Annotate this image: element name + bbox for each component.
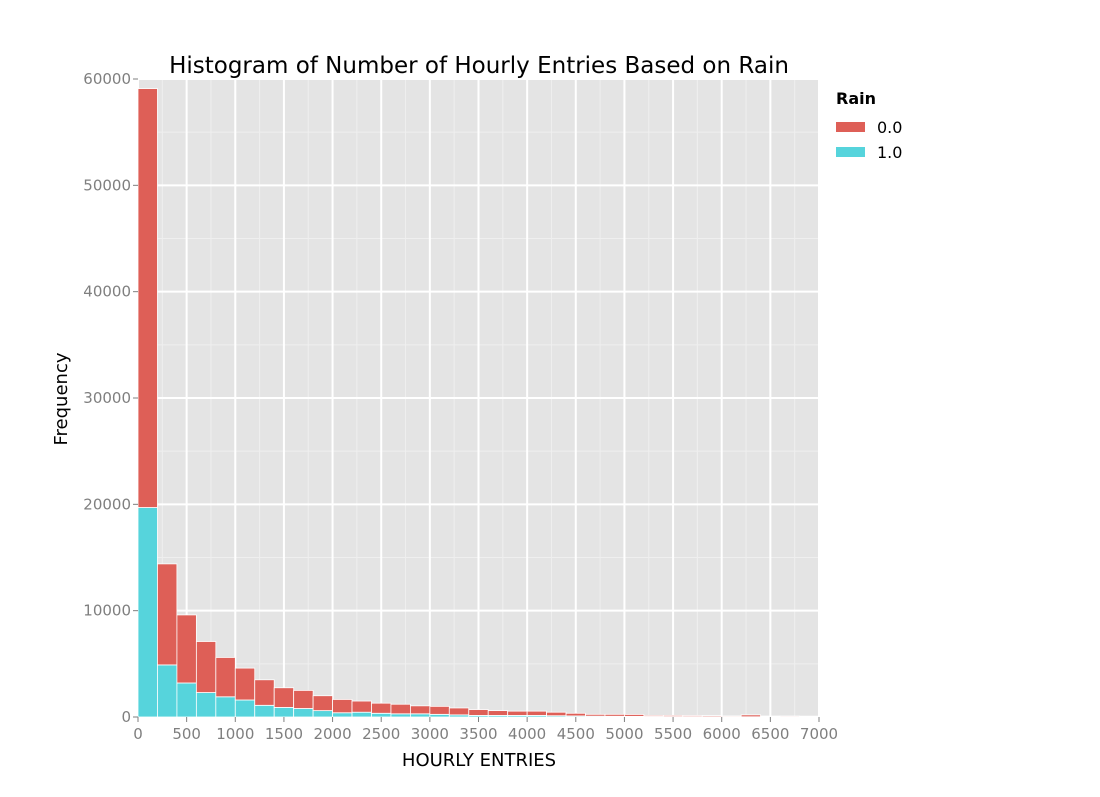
x-axis: 0 500 1000 1500 2000 2500 3000 3500 4000 4500 5000…	[133, 717, 838, 743]
bar-rain-1-0	[215, 696, 236, 718]
bar-rain-0-0	[526, 710, 548, 716]
x-tick-label: 5000	[605, 725, 643, 743]
x-tick-label: 4500	[557, 725, 595, 743]
bar-rain-0-0	[507, 710, 528, 716]
bar-rain-0-0	[254, 679, 275, 706]
bar-rain-1-0	[293, 708, 314, 718]
bar-rain-0-0	[332, 699, 353, 714]
x-tick-label: 2000	[313, 725, 351, 743]
bar-rain-0-0	[624, 714, 645, 717]
y-axis: 0 10000 20000 30000 40000 50000 60000	[83, 70, 138, 726]
bar-rain-1-0	[254, 704, 275, 718]
x-tick-label: 1000	[216, 725, 254, 743]
histogram-bars	[137, 88, 820, 718]
legend: Rain 0.0 1.0	[836, 89, 902, 162]
bar-rain-0-0	[195, 641, 217, 693]
x-tick-label: 4000	[508, 725, 546, 743]
bar-rain-0-0	[448, 707, 470, 716]
bar-rain-0-0	[546, 711, 567, 717]
x-tick-label: 6000	[703, 725, 741, 743]
bar-rain-0-0	[215, 657, 236, 698]
bar-rain-1-0	[351, 711, 372, 718]
bar-rain-1-0	[157, 664, 178, 718]
x-tick-label: 7000	[800, 725, 838, 743]
bar-rain-0-0	[273, 687, 295, 708]
bar-rain-1-0	[312, 710, 333, 718]
y-tick-label: 30000	[83, 389, 131, 407]
bar-rain-0-0	[740, 714, 762, 718]
bar-rain-0-0	[643, 715, 664, 717]
bar-rain-1-0	[176, 682, 197, 718]
bar-rain-0-0	[468, 709, 489, 716]
bar-rain-0-0	[604, 713, 625, 717]
x-axis-title: HOURLY ENTRIES	[402, 750, 556, 771]
bar-rain-1-0	[332, 712, 353, 718]
y-tick-label: 0	[121, 708, 131, 726]
bar-rain-0-0	[409, 705, 431, 715]
legend-label: 1.0	[877, 143, 902, 162]
bar-rain-0-0	[565, 712, 586, 717]
x-tick-label: 1500	[265, 725, 303, 743]
bar-rain-0-0	[487, 710, 509, 716]
bar-rain-0-0	[137, 88, 158, 508]
bar-rain-1-0	[137, 507, 158, 718]
bar-rain-0-0	[721, 715, 742, 718]
x-tick-label: 5500	[654, 725, 692, 743]
y-tick-label: 50000	[83, 176, 131, 194]
legend-title: Rain	[836, 89, 876, 108]
bar-rain-1-0	[234, 699, 256, 718]
bar-rain-0-0	[585, 713, 606, 717]
x-tick-label: 2500	[362, 725, 400, 743]
y-axis-title: Frequency	[51, 352, 72, 445]
x-tick-label: 3500	[459, 725, 497, 743]
y-tick-label: 10000	[83, 602, 131, 620]
legend-label: 0.0	[877, 118, 902, 137]
bar-rain-0-0	[293, 690, 314, 709]
chart-title: Histogram of Number of Hourly Entries Ba…	[169, 53, 789, 79]
bar-rain-0-0	[429, 705, 450, 715]
bar-rain-0-0	[662, 715, 684, 717]
bar-rain-0-0	[351, 700, 372, 713]
bar-rain-1-0	[390, 713, 411, 718]
bar-rain-1-0	[273, 707, 295, 718]
bar-rain-0-0	[234, 667, 256, 701]
bar-rain-0-0	[390, 703, 411, 715]
bar-rain-0-0	[176, 614, 197, 684]
legend-swatch	[836, 147, 865, 157]
bar-rain-0-0	[799, 715, 820, 718]
bar-rain-0-0	[760, 715, 781, 718]
bar-rain-0-0	[157, 563, 178, 666]
x-tick-label: 3000	[411, 725, 449, 743]
x-tick-label: 0	[133, 725, 143, 743]
bar-rain-1-0	[409, 713, 431, 718]
bar-rain-1-0	[371, 712, 392, 718]
bar-rain-0-0	[312, 695, 333, 712]
bar-rain-0-0	[701, 715, 723, 718]
y-tick-label: 20000	[83, 495, 131, 513]
bar-rain-0-0	[779, 715, 800, 718]
bar-rain-0-0	[682, 715, 703, 717]
y-tick-label: 40000	[83, 283, 131, 301]
bar-rain-0-0	[371, 702, 392, 714]
bar-rain-1-0	[195, 692, 217, 718]
x-tick-label: 500	[172, 725, 201, 743]
legend-swatch	[836, 122, 865, 132]
x-tick-label: 6500	[751, 725, 789, 743]
y-tick-label: 60000	[83, 70, 131, 88]
